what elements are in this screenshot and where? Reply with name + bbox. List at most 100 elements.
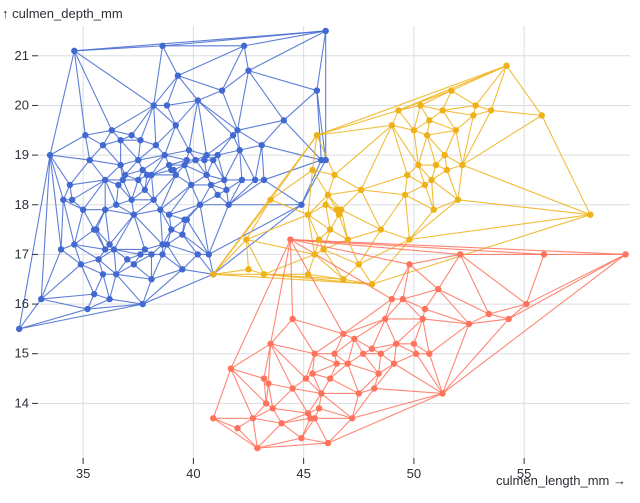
data-point <box>106 241 113 248</box>
mesh-edge <box>120 139 139 161</box>
mesh-edge <box>371 318 386 349</box>
mesh-edge <box>41 298 88 310</box>
mesh-edge <box>252 407 274 419</box>
axes: 35 40 45 50 55 14 15 16 17 18 19 20 21 <box>15 48 532 481</box>
mesh-edge <box>354 338 373 350</box>
mesh-edge <box>133 209 161 216</box>
mesh-edge <box>508 253 626 320</box>
x-tick-label: 55 <box>517 466 531 481</box>
y-tick-label: 16 <box>15 296 29 311</box>
mesh-edge <box>133 199 155 216</box>
mesh-edge <box>451 65 507 92</box>
mesh-edge <box>430 179 435 210</box>
data-point <box>417 102 424 109</box>
y-tick-label: 17 <box>15 246 29 261</box>
mesh-edge <box>230 368 267 404</box>
mesh-edge <box>327 392 443 444</box>
mesh-edge <box>199 204 210 255</box>
mesh-edge <box>402 298 424 320</box>
data-point <box>298 201 305 208</box>
mesh-edge <box>212 239 247 275</box>
mesh-edge <box>459 254 490 315</box>
data-point <box>108 127 115 134</box>
data-point <box>170 166 177 174</box>
data-point <box>340 276 347 283</box>
mesh-edge <box>409 209 435 240</box>
mesh-edge <box>457 199 591 216</box>
mesh-edge <box>340 189 362 211</box>
data-point <box>258 141 265 149</box>
mesh-edge <box>245 199 272 240</box>
mesh-edge <box>347 239 360 265</box>
data-point <box>214 191 221 199</box>
data-point <box>426 350 433 357</box>
mesh-edge <box>475 65 507 106</box>
mesh-edge <box>261 145 265 180</box>
mesh-edge <box>307 214 331 231</box>
data-point <box>137 251 144 258</box>
mesh-edge <box>213 417 238 429</box>
mesh-edge <box>311 169 329 196</box>
data-point <box>441 151 448 159</box>
data-point <box>46 151 54 159</box>
data-point <box>179 266 186 273</box>
data-point <box>15 325 23 333</box>
mesh-edge <box>93 274 104 295</box>
data-point <box>399 295 407 303</box>
mesh-edge <box>40 155 51 300</box>
mesh-edge <box>490 65 508 111</box>
data-point <box>221 176 228 184</box>
data-point <box>148 276 155 283</box>
data-point <box>192 156 199 164</box>
data-point <box>90 290 98 298</box>
data-point <box>201 156 208 164</box>
mesh-edge <box>168 184 192 216</box>
mesh-edge <box>230 239 291 369</box>
mesh-edge <box>137 140 142 161</box>
mesh-edge <box>270 343 315 355</box>
data-point <box>313 87 321 94</box>
mesh-edge <box>311 135 318 171</box>
mesh-edge <box>162 45 179 76</box>
data-point <box>324 191 332 199</box>
mesh-edge <box>102 274 111 300</box>
data-point <box>523 300 530 308</box>
mesh-edge <box>104 209 111 245</box>
data-point <box>472 102 479 109</box>
mesh-edge <box>117 184 133 201</box>
mesh-edge <box>177 45 245 77</box>
data-point <box>326 226 334 233</box>
data-point <box>183 216 190 223</box>
mesh-edge <box>429 119 456 131</box>
mesh-edge <box>378 353 382 374</box>
mesh-edge <box>424 184 435 210</box>
mesh-edge <box>177 75 223 92</box>
mesh-edge <box>289 239 344 335</box>
data-point <box>165 211 173 218</box>
data-point <box>260 375 268 382</box>
mesh-edge <box>281 422 302 439</box>
mesh-edge <box>526 253 626 305</box>
mesh-edge <box>213 268 249 275</box>
mesh-edge <box>311 373 322 394</box>
mesh-edge <box>254 145 263 181</box>
data-point <box>344 360 351 367</box>
data-point <box>71 241 78 248</box>
mesh-edge <box>80 263 104 275</box>
data-point <box>415 161 422 169</box>
mesh-edge <box>334 124 393 176</box>
mesh-edge <box>248 70 318 92</box>
mesh-edge <box>166 244 183 270</box>
data-point <box>324 439 332 447</box>
mesh-edge <box>360 189 382 230</box>
mesh-edge <box>190 184 201 205</box>
data-point <box>401 191 409 199</box>
mesh-edge <box>166 105 177 126</box>
mesh-edge <box>131 179 139 200</box>
mesh-edge <box>217 149 240 156</box>
mesh-edge <box>150 254 164 280</box>
mesh-edge <box>525 254 545 305</box>
data-point <box>251 176 259 184</box>
data-point <box>141 246 149 253</box>
mesh-edge <box>506 65 543 116</box>
